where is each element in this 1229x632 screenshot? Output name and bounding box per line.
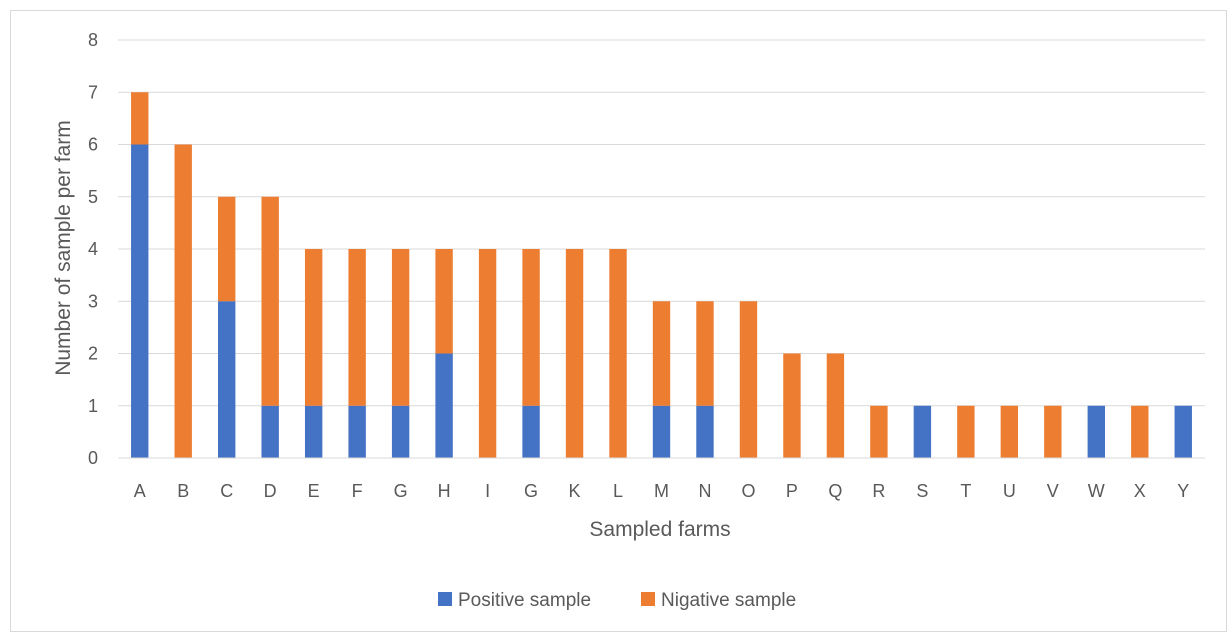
legend: Positive sample Nigative sample — [438, 590, 796, 611]
bar-positive — [391, 405, 410, 458]
bar-positive — [304, 405, 323, 458]
bar-negative — [1044, 405, 1062, 458]
bar-negative — [522, 249, 540, 406]
x-tick-label: W — [1088, 481, 1105, 501]
x-tick-label: Q — [828, 481, 842, 501]
x-tick-label: M — [654, 481, 669, 501]
y-tick-labels: 0 1 2 3 4 5 6 7 8 — [88, 30, 98, 468]
x-tick-label: D — [264, 481, 277, 501]
bar-positive — [913, 405, 932, 458]
bar-positive — [1174, 405, 1192, 458]
y-tick-label: 4 — [88, 239, 98, 259]
legend-swatch — [438, 592, 452, 606]
bar-negative — [261, 196, 279, 406]
x-tick-label: F — [352, 481, 363, 501]
bar-positive — [261, 405, 279, 458]
bar-positive — [218, 301, 236, 458]
x-tick-label: G — [524, 481, 538, 501]
x-tick-label: R — [872, 481, 885, 501]
bar-negative — [174, 144, 192, 458]
x-tick-label: S — [916, 481, 928, 501]
x-tick-label: N — [698, 481, 711, 501]
bar-positive — [1087, 405, 1105, 458]
x-tick-label: V — [1047, 481, 1059, 501]
x-tick-label: X — [1134, 481, 1146, 501]
bar-negative — [696, 301, 714, 406]
bar-negative — [565, 249, 584, 458]
bar-negative — [826, 353, 845, 458]
bar-negative — [957, 405, 975, 458]
x-tick-label: G — [394, 481, 408, 501]
bar-negative — [435, 249, 453, 354]
y-tick-label: 5 — [88, 187, 98, 207]
bars — [131, 92, 1192, 458]
legend-label: Nigative sample — [661, 590, 796, 611]
x-tick-label: L — [613, 481, 623, 501]
x-tick-label: P — [786, 481, 798, 501]
x-tick-label: B — [177, 481, 189, 501]
x-tick-label: H — [438, 481, 451, 501]
x-tick-label: T — [960, 481, 971, 501]
y-tick-label: 2 — [88, 344, 98, 364]
bar-negative — [609, 249, 627, 458]
bar-negative — [391, 249, 410, 406]
bar-negative — [304, 249, 323, 406]
x-tick-label: U — [1003, 481, 1016, 501]
y-tick-label: 6 — [88, 135, 98, 155]
y-tick-label: 3 — [88, 291, 98, 311]
x-tick-label: K — [569, 481, 581, 501]
bar-negative — [478, 249, 497, 458]
bar-negative — [652, 301, 671, 406]
y-tick-label: 8 — [88, 30, 98, 50]
bar-positive — [696, 405, 714, 458]
y-tick-label: 0 — [88, 448, 98, 468]
bar-negative — [131, 92, 149, 145]
x-tick-label: C — [220, 481, 233, 501]
x-tick-label: E — [308, 481, 320, 501]
x-tick-label: Y — [1177, 481, 1189, 501]
bar-negative — [348, 249, 366, 406]
y-tick-label: 1 — [88, 396, 98, 416]
bar-negative — [1000, 405, 1019, 458]
bar-negative — [870, 405, 888, 458]
legend-swatch — [641, 592, 655, 606]
legend-label: Positive sample — [458, 590, 591, 611]
x-tick-label: A — [134, 481, 146, 501]
x-tick-label: I — [485, 481, 490, 501]
bar-positive — [652, 405, 671, 458]
bar-positive — [522, 405, 540, 458]
bar-negative — [1131, 405, 1149, 458]
bar-positive — [131, 144, 149, 458]
bar-negative — [218, 196, 236, 302]
bar-negative — [739, 301, 758, 458]
y-axis-title: Number of sample per farm — [52, 120, 75, 376]
bar-positive — [348, 405, 366, 458]
y-tick-label: 7 — [88, 82, 98, 102]
x-tick-label: O — [741, 481, 755, 501]
x-axis-title: Sampled farms — [589, 518, 730, 541]
gridlines — [118, 39, 1205, 407]
bar-positive — [435, 353, 453, 458]
bar-negative — [783, 353, 801, 458]
